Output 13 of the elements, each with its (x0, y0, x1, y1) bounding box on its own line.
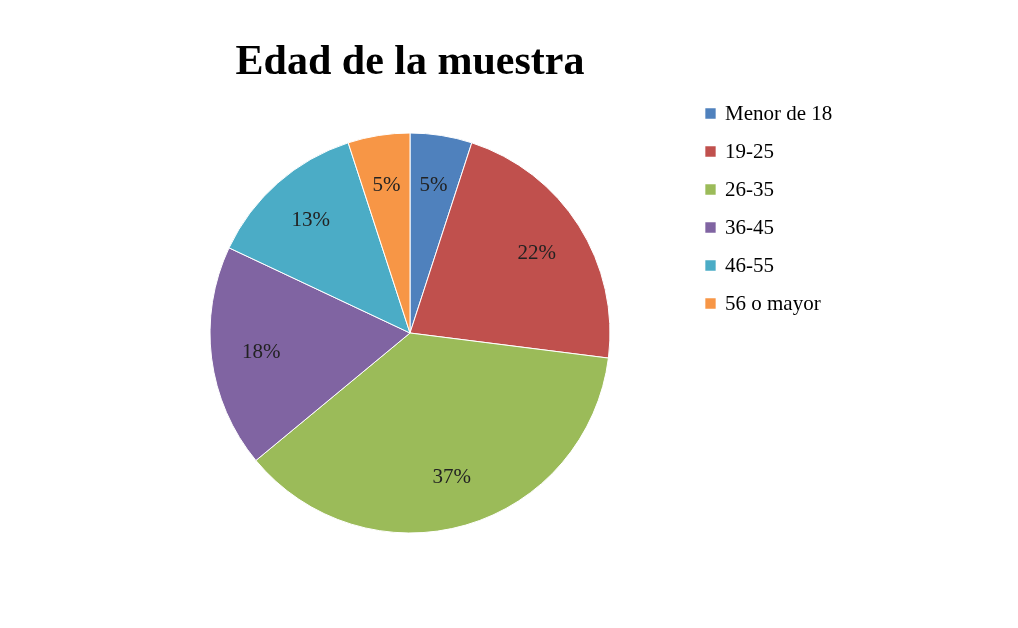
data-label: 22% (517, 239, 556, 264)
legend-label: Menor de 18 (725, 100, 833, 125)
legend-label: 56 o mayor (725, 290, 821, 315)
data-label: 5% (372, 171, 401, 196)
data-label: 5% (419, 171, 448, 196)
chart-title: Edad de la muestra (235, 37, 585, 83)
data-label: 37% (432, 464, 472, 489)
legend-label: 19-25 (725, 138, 774, 163)
data-label: 18% (241, 338, 281, 363)
legend-label: 26-35 (725, 176, 774, 201)
legend-label: 36-45 (725, 214, 774, 239)
data-label: 13% (291, 207, 331, 232)
legend-label: 46-55 (725, 252, 774, 277)
